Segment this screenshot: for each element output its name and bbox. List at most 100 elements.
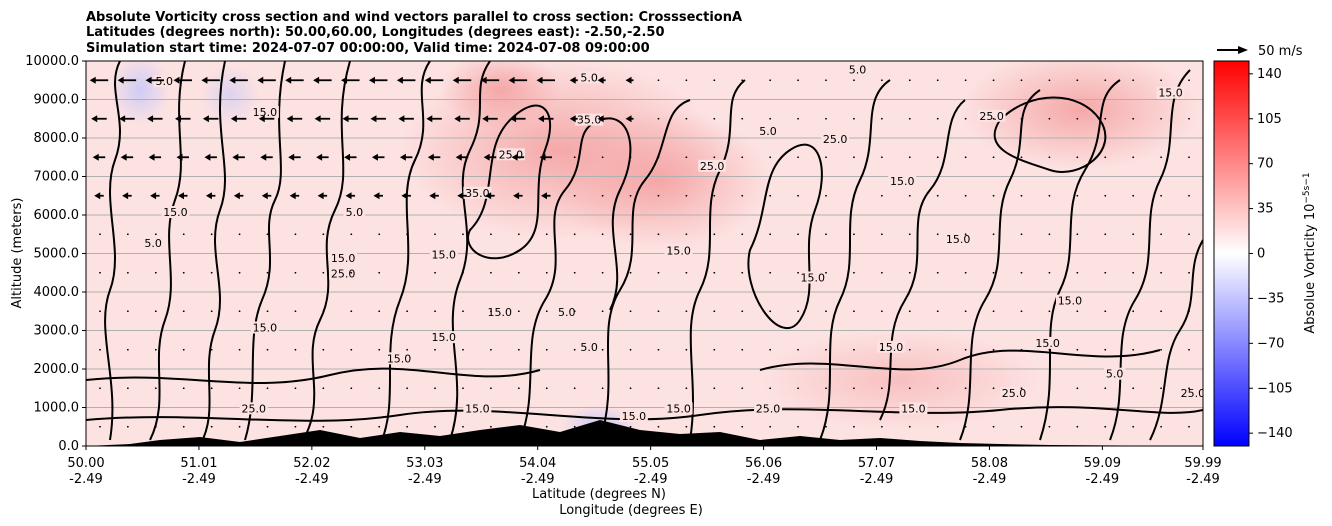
wind-vector bbox=[936, 194, 939, 197]
contour-label: 15.0 bbox=[946, 233, 971, 246]
wind-vector bbox=[769, 117, 772, 120]
wind-vector bbox=[545, 271, 548, 274]
wind-vector bbox=[713, 194, 716, 197]
x-tick-label-lon: -2.49 bbox=[1186, 472, 1220, 487]
wind-vector bbox=[378, 348, 381, 351]
wind-vector-head bbox=[399, 153, 406, 161]
contour-label: 35.0 bbox=[465, 187, 490, 200]
wind-vector bbox=[266, 233, 269, 236]
x-tick-label-lat: 50.00 bbox=[67, 456, 104, 471]
contour-label: 15.0 bbox=[253, 322, 278, 335]
wind-vector-head bbox=[316, 153, 323, 161]
wind-vector bbox=[1160, 117, 1163, 120]
wind-vector-head bbox=[233, 192, 240, 200]
wind-vector-head bbox=[317, 192, 324, 200]
wind-vector bbox=[853, 117, 855, 120]
wind-vector bbox=[266, 387, 269, 390]
contour-label-bg bbox=[798, 271, 827, 284]
wind-vector-head bbox=[455, 153, 462, 161]
contour-label: 25.0 bbox=[1002, 387, 1027, 400]
wind-vector bbox=[99, 310, 101, 313]
wind-vector bbox=[1132, 310, 1135, 313]
wind-vector bbox=[126, 310, 129, 313]
wind-vector-head bbox=[261, 192, 268, 200]
wind-vector bbox=[1188, 425, 1190, 428]
wind-vector-head bbox=[232, 153, 239, 161]
wind-vector bbox=[713, 310, 716, 313]
wind-vector-head bbox=[510, 115, 517, 123]
wind-vector bbox=[601, 271, 604, 274]
wind-vector bbox=[322, 233, 325, 236]
contour-label-bg bbox=[664, 402, 693, 415]
wind-vector bbox=[266, 310, 269, 313]
wind-vector bbox=[853, 194, 855, 197]
wind-vector bbox=[685, 348, 688, 351]
contour-label-bg bbox=[1178, 386, 1203, 399]
wind-vector bbox=[1076, 425, 1079, 428]
wind-vector bbox=[629, 387, 632, 390]
contour-label-bg bbox=[619, 410, 648, 423]
wind-vector-head bbox=[174, 115, 181, 123]
y-tick-label: 9000.0 bbox=[34, 93, 80, 108]
x-tick-label-lon: -2.49 bbox=[521, 472, 555, 487]
wind-vector-head bbox=[148, 153, 155, 161]
wind-vector bbox=[629, 425, 632, 428]
wind-vector bbox=[1020, 425, 1023, 428]
wind-vector bbox=[1020, 387, 1023, 390]
wind-vector bbox=[1104, 425, 1107, 428]
wind-vector bbox=[685, 425, 688, 428]
wind-vector bbox=[657, 310, 660, 313]
wind-vector-head bbox=[480, 76, 487, 84]
colorbar-label-main: Absolue Vorticity 10 bbox=[1303, 204, 1318, 334]
wind-vector bbox=[266, 348, 269, 351]
wind-vector bbox=[378, 271, 381, 274]
wind-vector-head bbox=[313, 76, 320, 84]
wind-vector bbox=[1160, 387, 1163, 390]
colorbar-tick-label: 70 bbox=[1257, 157, 1274, 172]
wind-vector bbox=[992, 387, 995, 390]
wind-vector bbox=[713, 117, 716, 120]
wind-vector-head bbox=[457, 192, 464, 200]
wind-vector bbox=[769, 156, 772, 159]
wind-vector bbox=[769, 310, 772, 313]
wind-vector bbox=[713, 233, 716, 236]
wind-vector bbox=[462, 233, 464, 236]
wind-vector bbox=[601, 233, 604, 236]
wind-vector bbox=[434, 387, 436, 390]
contour-label: 5.0 bbox=[156, 75, 174, 88]
wind-vector bbox=[629, 348, 632, 351]
wind-vector bbox=[992, 348, 995, 351]
wind-vector-head bbox=[424, 76, 431, 84]
wind-vector bbox=[908, 310, 911, 313]
wind-vector bbox=[545, 348, 548, 351]
title-line-3: Simulation start time: 2024-07-07 00:00:… bbox=[86, 41, 650, 56]
wind-vector bbox=[1020, 79, 1023, 82]
contour-label: 25.0 bbox=[241, 402, 266, 415]
wind-vector bbox=[266, 425, 269, 428]
x-tick-label-lat: 52.02 bbox=[293, 456, 330, 471]
wind-vector bbox=[182, 387, 185, 390]
wind-vector bbox=[1020, 271, 1023, 274]
x-tick-label-lat: 57.07 bbox=[858, 456, 895, 471]
wind-vector bbox=[908, 387, 911, 390]
wind-vector bbox=[350, 310, 353, 313]
wind-vector bbox=[154, 271, 157, 274]
wind-vector bbox=[517, 387, 520, 390]
x-tick-label-lon: -2.49 bbox=[69, 472, 103, 487]
wind-vector bbox=[322, 271, 325, 274]
wind-vector-head bbox=[597, 115, 604, 123]
wind-vector bbox=[378, 310, 381, 313]
wind-vector-head bbox=[370, 115, 377, 123]
wind-vector bbox=[1160, 425, 1163, 428]
wind-vector bbox=[936, 271, 939, 274]
x-tick-label-lat: 54.04 bbox=[519, 456, 556, 471]
wind-vector bbox=[657, 117, 660, 120]
wind-vector bbox=[1076, 271, 1079, 274]
wind-vector-head bbox=[119, 115, 126, 123]
wind-vector bbox=[685, 156, 688, 159]
wind-vector bbox=[238, 348, 241, 351]
contour-label-bg bbox=[153, 75, 176, 88]
wind-vector bbox=[406, 425, 409, 428]
wind-vector bbox=[741, 233, 744, 236]
wind-vector bbox=[992, 194, 995, 197]
